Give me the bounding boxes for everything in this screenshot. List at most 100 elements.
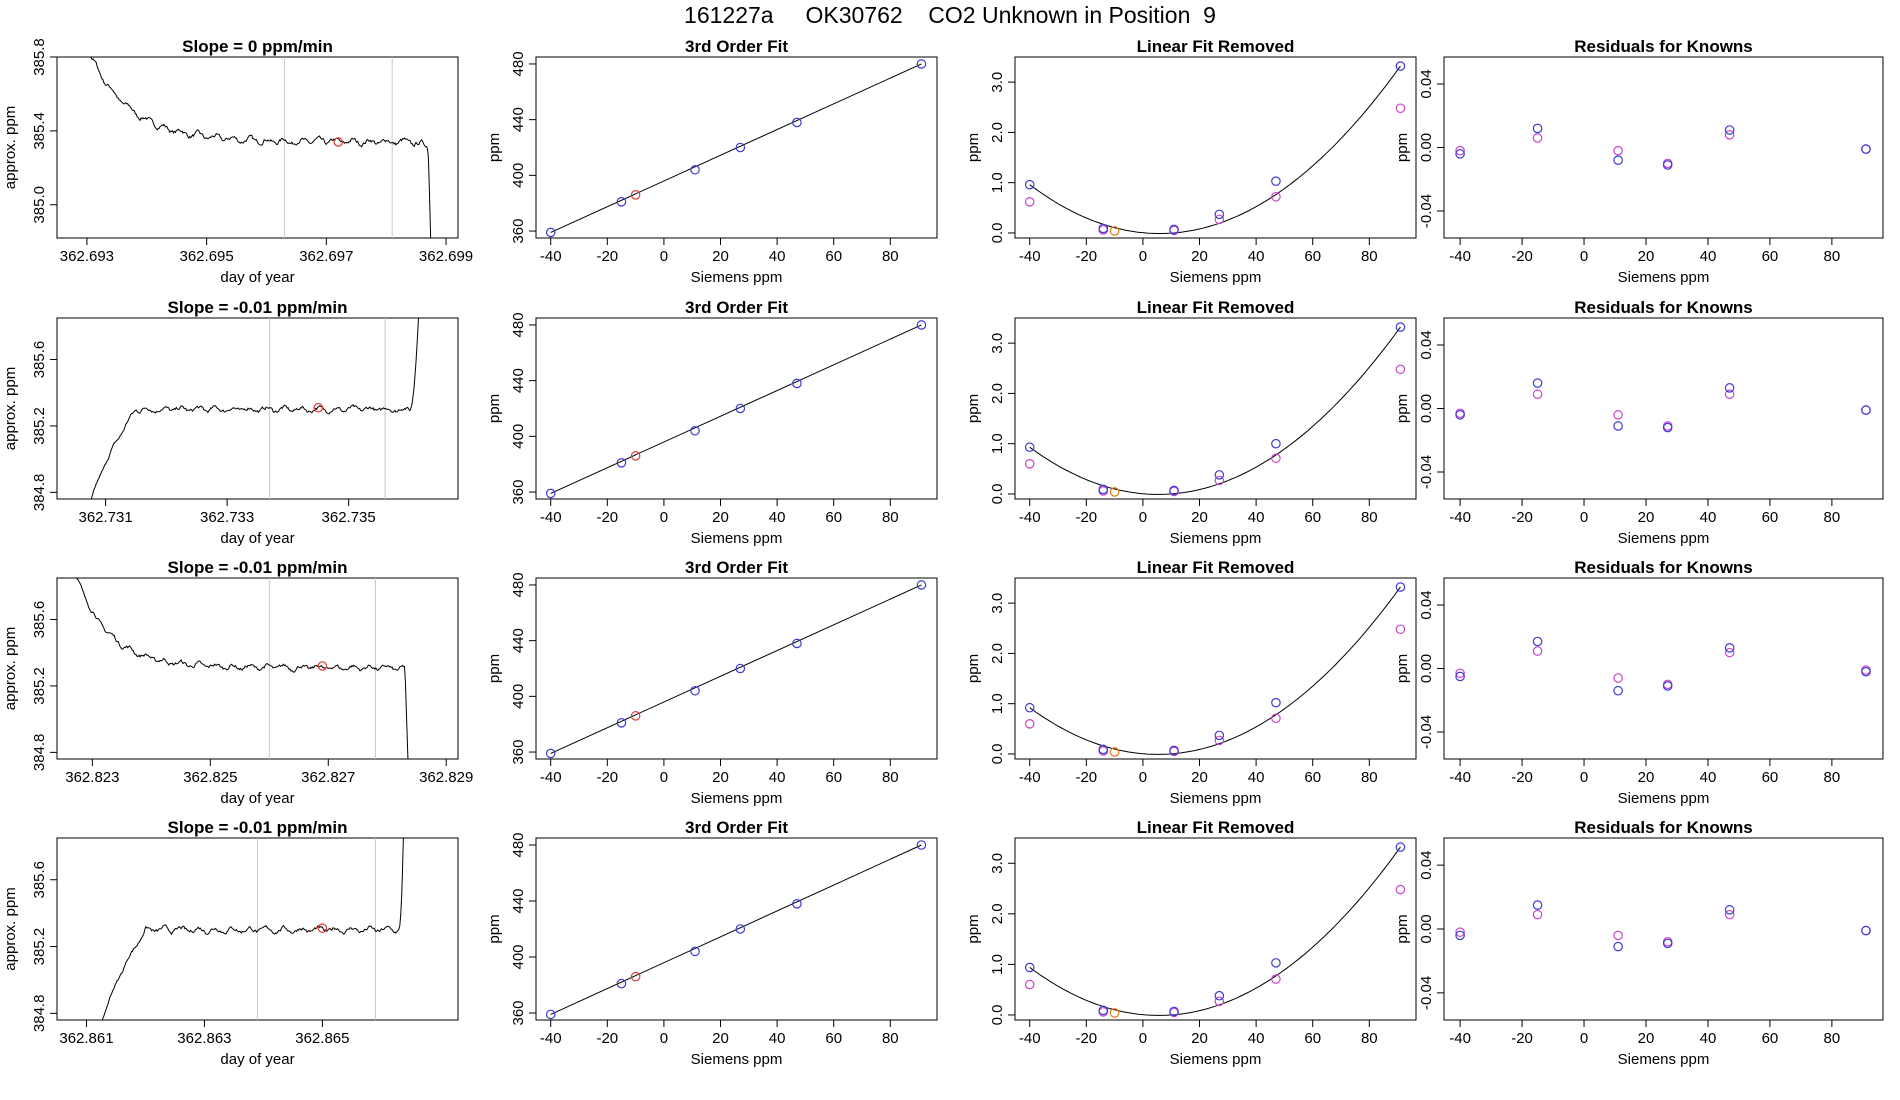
- y-tick-label: 2.0: [989, 383, 1006, 404]
- panel-residuals-row-4: Residuals for Knowns -40 -20 0 20 40 60 80 -0.04…: [1394, 818, 1884, 1068]
- known-point: [1395, 842, 1406, 852]
- y-tick-label: 440: [510, 107, 527, 132]
- known-standard-point: [735, 403, 746, 414]
- known-standard-point: [792, 898, 802, 909]
- x-tick-label: -40: [1019, 769, 1041, 786]
- x-axis-label: Siemens ppm: [691, 1051, 783, 1068]
- x-tick-label: 20: [712, 248, 729, 265]
- known-standard-point: [690, 946, 700, 957]
- residual-point-alt: [1532, 133, 1543, 143]
- x-tick-label: 362.827: [301, 769, 355, 786]
- x-tick-label: 60: [1304, 769, 1321, 786]
- x-tick-label: 0: [1139, 769, 1147, 786]
- y-tick-label: 0.0: [989, 223, 1006, 244]
- known-standard-point: [545, 1009, 556, 1020]
- plot-area: [1024, 582, 1406, 757]
- x-tick-label: 40: [1700, 769, 1717, 786]
- y-tick-label: 385.2: [31, 407, 48, 445]
- plot-frame: [56, 577, 459, 760]
- plot-frame: [535, 577, 938, 760]
- x-tick-label: 0: [1580, 248, 1588, 265]
- x-tick-label: 20: [1191, 769, 1208, 786]
- y-tick-label: 385.8: [31, 38, 48, 76]
- plot-frame: [1014, 577, 1417, 760]
- residual-point: [1861, 666, 1871, 677]
- residual-point-alt: [1532, 646, 1543, 656]
- x-tick-label: 60: [1762, 769, 1779, 786]
- y-tick-label: 1.0: [989, 433, 1006, 454]
- residual-point: [1455, 410, 1465, 420]
- y-tick-label: 385.6: [31, 601, 48, 639]
- residual-point-alt: [1455, 668, 1465, 679]
- plot-frame: [1014, 56, 1417, 239]
- x-tick-label: -20: [1075, 248, 1097, 265]
- known-standard-point: [616, 717, 627, 728]
- residual-point: [1724, 643, 1735, 653]
- plot-frame: [56, 317, 459, 500]
- x-tick-label: 40: [769, 769, 786, 786]
- residual-point-alt: [1532, 909, 1543, 920]
- x-tick-label: 0: [1139, 248, 1147, 265]
- known-point-alt: [1271, 713, 1281, 724]
- known-standard-point: [735, 142, 746, 153]
- y-axis-label: approx. ppm: [2, 106, 19, 189]
- x-tick-label: -20: [596, 1030, 618, 1047]
- known-point-alt: [1024, 459, 1035, 469]
- x-tick-label: 20: [1191, 1030, 1208, 1047]
- panel-title: Residuals for Knowns: [1574, 818, 1753, 837]
- y-axis-label: ppm: [965, 394, 982, 423]
- residual-point: [1613, 155, 1623, 166]
- x-axis-label: Siemens ppm: [691, 790, 783, 807]
- known-point: [1395, 61, 1406, 71]
- known-standard-point: [916, 320, 927, 330]
- plot-area: [1455, 900, 1871, 952]
- unknown-sample-point: [1109, 747, 1120, 757]
- unknown-sample-point: [630, 971, 641, 982]
- panel-title: Linear Fit Removed: [1137, 298, 1295, 317]
- panel-title: 3rd Order Fit: [685, 37, 788, 56]
- residual-point: [1861, 405, 1871, 415]
- known-point: [1214, 730, 1225, 741]
- known-standard-point: [916, 840, 927, 850]
- x-tick-label: -40: [1449, 248, 1471, 265]
- y-tick-label: -0.04: [1418, 194, 1435, 228]
- x-tick-label: 40: [1248, 248, 1265, 265]
- panel-title: 3rd Order Fit: [685, 558, 788, 577]
- x-tick-label: 80: [1361, 248, 1378, 265]
- x-tick-label: -40: [1019, 248, 1041, 265]
- known-point-alt: [1214, 735, 1225, 746]
- known-standard-point: [616, 197, 627, 207]
- y-tick-label: 360: [510, 740, 527, 765]
- y-tick-label: 0.00: [1418, 133, 1435, 162]
- known-point: [1169, 224, 1179, 235]
- residual-point-alt: [1724, 647, 1735, 658]
- y-tick-label: 0.00: [1418, 394, 1435, 423]
- y-tick-label: 1.0: [989, 172, 1006, 193]
- y-axis-label: ppm: [1394, 914, 1411, 943]
- known-point: [1214, 990, 1225, 1001]
- x-tick-label: -40: [540, 509, 562, 526]
- known-point-alt: [1395, 103, 1406, 114]
- x-tick-label: -20: [1075, 509, 1097, 526]
- known-point: [1169, 485, 1179, 496]
- x-axis-label: Siemens ppm: [1618, 790, 1710, 807]
- residual-point: [1532, 123, 1543, 134]
- plot-frame: [1014, 837, 1417, 1021]
- x-tick-label: 20: [712, 769, 729, 786]
- known-point: [1395, 582, 1406, 592]
- y-tick-label: 400: [510, 424, 527, 449]
- plot-frame: [535, 56, 938, 239]
- known-standard-point: [690, 164, 700, 175]
- panel-title: Residuals for Knowns: [1574, 37, 1753, 56]
- residual-point: [1861, 925, 1871, 936]
- y-tick-label: 0.04: [1418, 851, 1435, 880]
- plot-frame: [1443, 577, 1884, 760]
- panel-title: Slope = -0.01 ppm/min: [168, 298, 348, 317]
- x-axis-label: Siemens ppm: [691, 530, 783, 547]
- y-tick-label: 2.0: [989, 903, 1006, 924]
- residual-point-alt: [1613, 410, 1623, 420]
- y-axis-label: ppm: [1394, 394, 1411, 423]
- x-tick-label: 40: [769, 509, 786, 526]
- residual-point: [1613, 941, 1623, 952]
- x-tick-label: 40: [1700, 1030, 1717, 1047]
